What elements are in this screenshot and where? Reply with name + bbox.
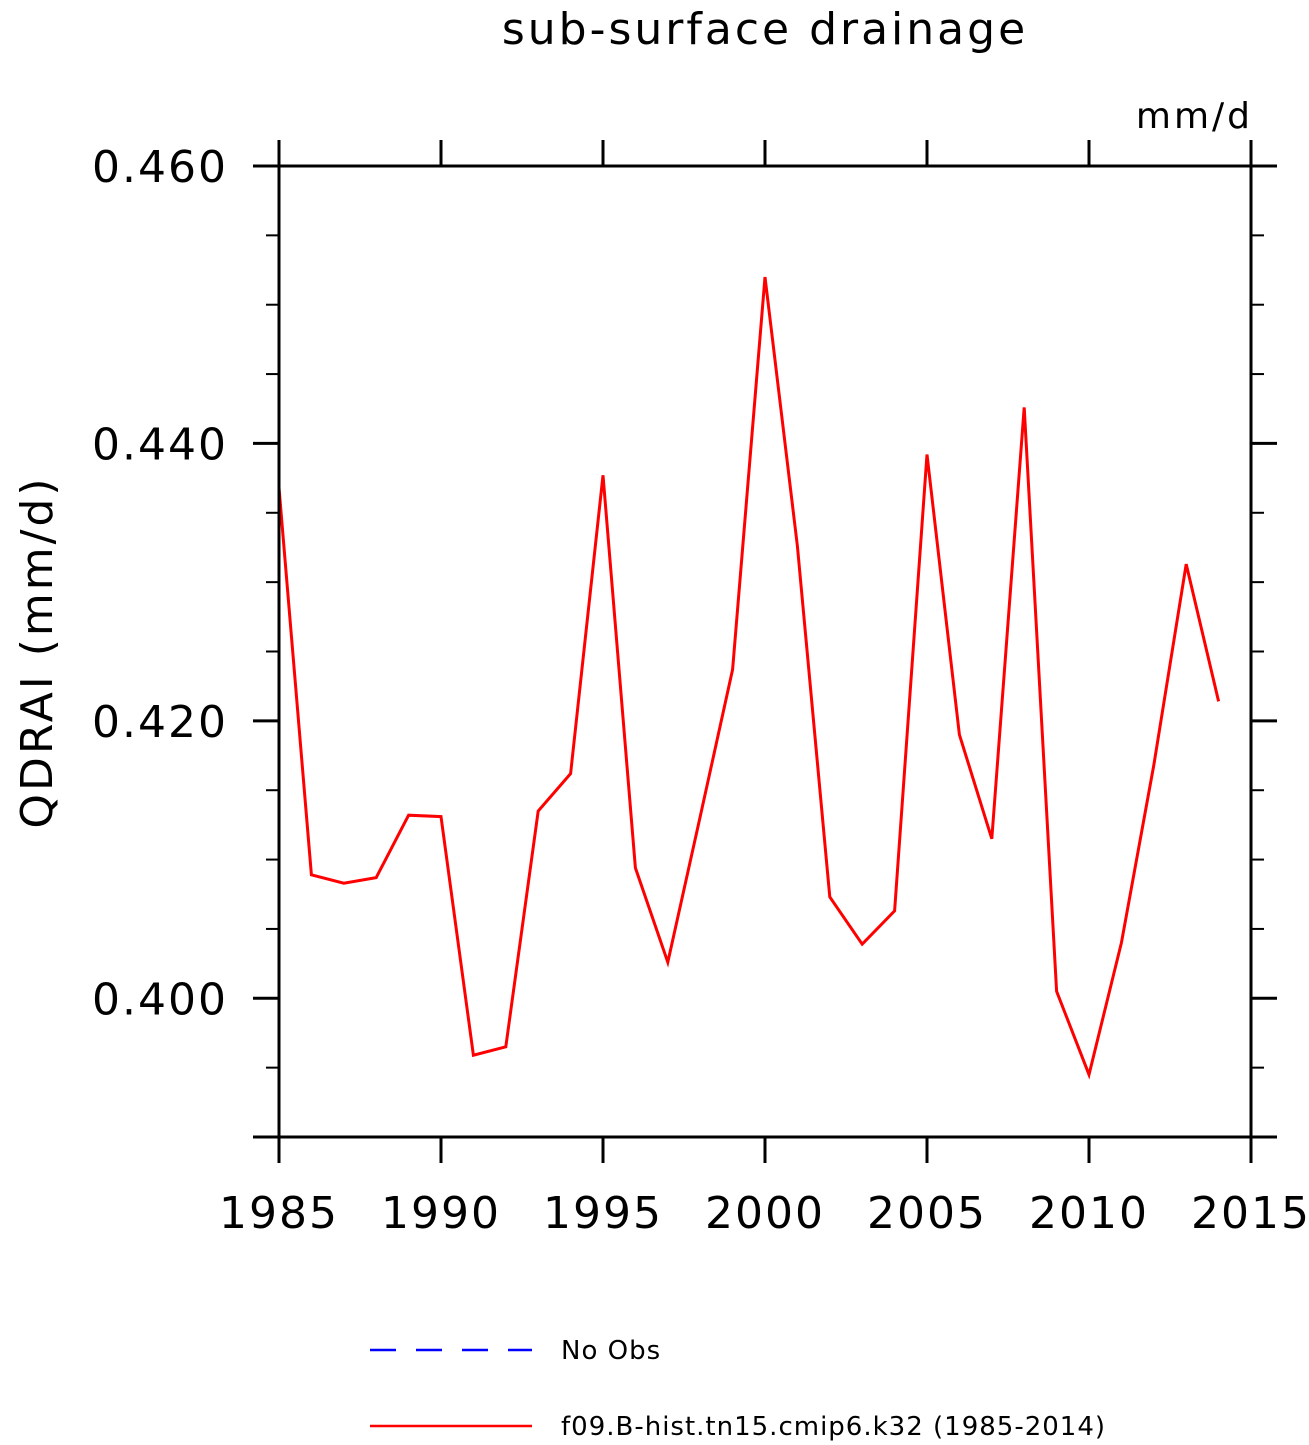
units-label: mm/d [1136, 96, 1253, 137]
chart-title: sub-surface drainage [502, 4, 1028, 55]
y-tick-label: 0.420 [92, 697, 228, 748]
y-tick-label: 0.400 [92, 974, 228, 1025]
series-line-1 [277, 276, 1221, 1080]
legend-label-model: f09.B-hist.tn15.cmip6.k32 (1985-2014) [561, 1412, 1106, 1442]
y-tick-labels: 0.400 0.420 0.440 0.460 [92, 142, 228, 1025]
plot-frame [277, 164, 1253, 1139]
x-tick-label: 1985 [219, 1188, 339, 1239]
x-tick-label: 2015 [1191, 1188, 1309, 1239]
x-tick-labels: 1985 1990 1995 2000 2005 2010 2015 [219, 1188, 1309, 1239]
legend: No Obs f09.B-hist.tn15.cmip6.k32 (1985-2… [370, 1336, 1106, 1442]
y-tick-label: 0.440 [92, 419, 228, 470]
x-tick-label: 2000 [705, 1188, 825, 1239]
plot-series [277, 276, 1221, 1080]
x-tick-label: 2010 [1029, 1188, 1149, 1239]
legend-label-no-obs: No Obs [561, 1336, 661, 1366]
y-axis-label: QDRAI (mm/d) [12, 475, 63, 828]
axis-ticks [253, 140, 1277, 1163]
x-tick-label: 2005 [867, 1188, 987, 1239]
y-tick-label: 0.460 [92, 142, 228, 193]
x-tick-label: 1990 [381, 1188, 501, 1239]
x-tick-label: 1995 [543, 1188, 663, 1239]
